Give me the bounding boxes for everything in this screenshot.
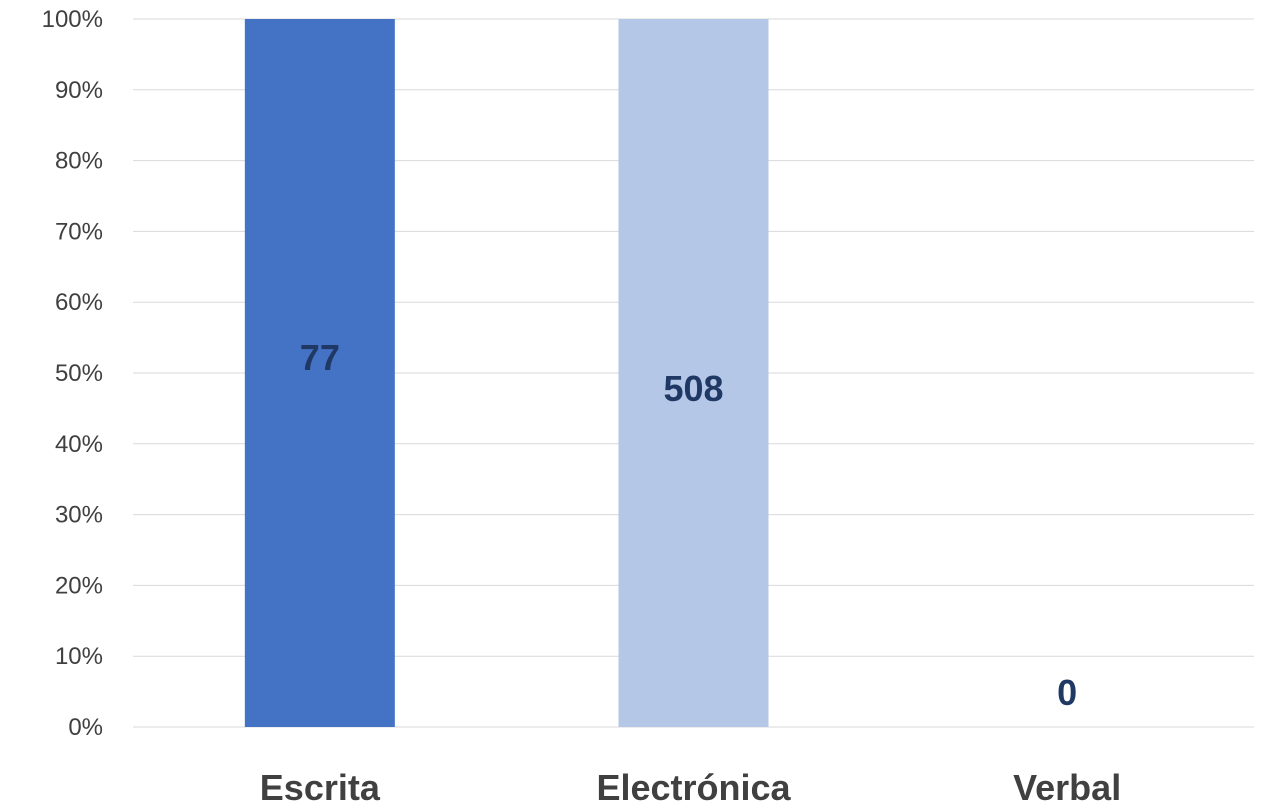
y-tick-label: 50%	[55, 360, 103, 387]
y-tick-label: 90%	[55, 77, 103, 104]
y-tick-label: 60%	[55, 289, 103, 316]
data-label: 508	[663, 368, 723, 409]
y-tick-label: 80%	[55, 148, 103, 175]
y-tick-label: 40%	[55, 431, 103, 458]
x-category-label: Escrita	[260, 767, 381, 808]
data-label: 77	[300, 337, 340, 378]
y-axis-tick-labels: 0% 10% 20% 30% 40% 50% 60% 70% 80% 90% 100%	[42, 6, 103, 741]
x-category-label: Electrónica	[596, 767, 791, 808]
bar-electronica	[618, 19, 769, 727]
x-category-label: Verbal	[1013, 767, 1121, 808]
x-axis-category-labels: Escrita Electrónica Verbal	[260, 767, 1121, 808]
y-tick-label: 0%	[68, 714, 103, 741]
y-tick-label: 20%	[55, 572, 103, 599]
data-label: 0	[1057, 672, 1077, 713]
y-tick-label: 100%	[42, 6, 103, 33]
y-tick-label: 10%	[55, 643, 103, 670]
bars	[244, 19, 769, 727]
y-tick-label: 70%	[55, 218, 103, 245]
bar-escrita	[244, 19, 395, 727]
y-tick-label: 30%	[55, 502, 103, 529]
data-labels: 77 508 0	[300, 337, 1077, 713]
